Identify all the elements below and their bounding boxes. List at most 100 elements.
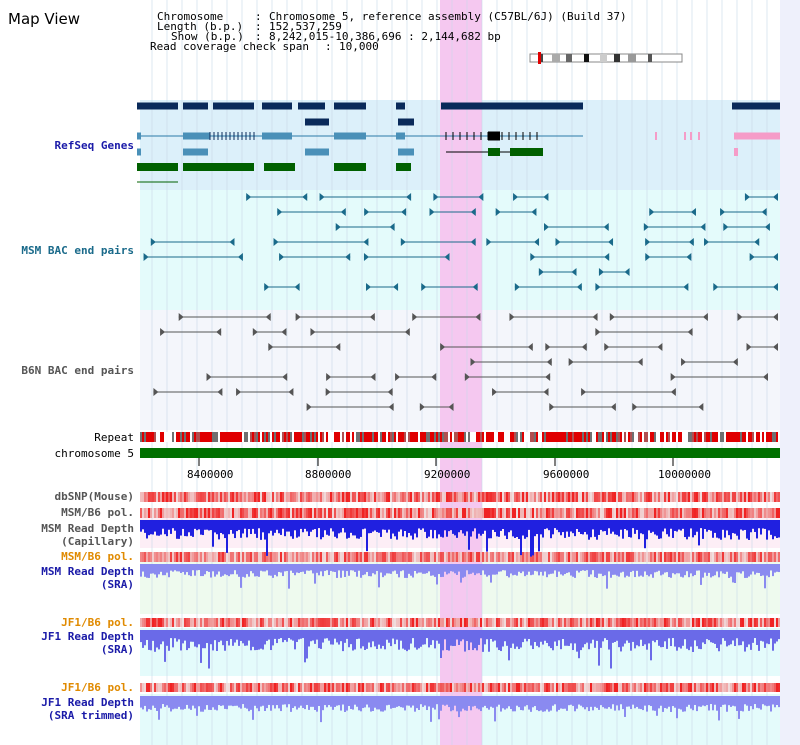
heat-cell xyxy=(270,492,272,502)
depth-bar xyxy=(296,564,298,573)
heat-cell xyxy=(276,618,278,627)
track-label-jf1-b6-pol-1[interactable]: JF1/B6 pol. xyxy=(61,616,134,629)
depth-bar xyxy=(676,696,678,719)
depth-bar xyxy=(738,696,740,719)
depth-bar xyxy=(244,696,246,708)
heat-cell xyxy=(514,618,516,627)
depth-bar xyxy=(248,630,250,641)
depth-bar xyxy=(530,696,532,712)
repeat-segment xyxy=(752,432,754,442)
heat-cell xyxy=(462,618,464,627)
heat-cell xyxy=(618,492,620,502)
depth-bar xyxy=(292,696,294,709)
depth-bar xyxy=(278,564,280,572)
depth-bar xyxy=(648,696,650,706)
track-label-msm-b6-pol-1[interactable]: MSM/B6 pol. xyxy=(61,506,134,519)
heat-cell xyxy=(256,552,258,562)
heat-cell xyxy=(238,492,240,502)
heat-cell xyxy=(146,492,148,502)
depth-bar xyxy=(344,696,346,712)
track-label-refseq[interactable]: RefSeq Genes xyxy=(54,139,134,152)
heat-cell xyxy=(568,683,570,692)
depth-bar xyxy=(208,520,210,531)
track-label-chromosome[interactable]: chromosome 5 xyxy=(54,447,134,460)
depth-bar xyxy=(518,564,520,572)
repeat-segment xyxy=(602,432,604,442)
heat-cell xyxy=(336,683,338,692)
heat-cell xyxy=(436,552,438,562)
depth-bar xyxy=(164,520,166,535)
heat-cell xyxy=(184,508,186,518)
repeat-segment xyxy=(270,432,272,442)
depth-bar xyxy=(416,696,418,709)
ideogram-band xyxy=(540,54,543,62)
heat-cell xyxy=(458,508,460,518)
depth-bar xyxy=(300,696,302,706)
depth-bar xyxy=(310,520,312,532)
depth-bar xyxy=(576,696,578,709)
heat-cell xyxy=(768,618,770,627)
depth-bar xyxy=(656,520,658,536)
depth-bar xyxy=(236,520,238,532)
track-label-msm-b6-pol-2[interactable]: MSM/B6 pol. xyxy=(61,550,134,563)
heat-cell xyxy=(532,492,534,502)
heat-cell xyxy=(298,508,300,518)
depth-bar xyxy=(346,520,348,539)
depth-bar xyxy=(692,564,694,577)
depth-bar xyxy=(588,564,590,577)
track-label-msm-depth-capillary[interactable]: MSM Read Depth (Capillary) xyxy=(41,522,134,548)
repeat-segment xyxy=(536,432,538,442)
track-label-repeat[interactable]: Repeat xyxy=(94,431,134,444)
heat-cell xyxy=(776,552,778,562)
heat-cell xyxy=(500,508,502,518)
depth-bar xyxy=(290,564,292,571)
depth-bar xyxy=(424,564,426,574)
repeat-segment xyxy=(226,432,228,442)
heat-cell xyxy=(598,552,600,562)
heat-cell xyxy=(224,508,226,518)
depth-bar xyxy=(726,696,728,712)
heat-cell xyxy=(254,492,256,502)
track-label-b6n-bac[interactable]: B6N BAC end pairs xyxy=(21,364,134,377)
repeat-segment xyxy=(600,432,602,442)
heat-cell xyxy=(652,552,654,562)
heat-cell xyxy=(204,618,206,627)
depth-bar xyxy=(390,696,392,709)
depth-bar xyxy=(436,696,438,705)
repeat-segment xyxy=(534,432,536,442)
depth-bar xyxy=(362,520,364,530)
heat-cell xyxy=(382,683,384,692)
heat-cell xyxy=(352,683,354,692)
track-label-msm-bac[interactable]: MSM BAC end pairs xyxy=(21,244,134,257)
depth-bar xyxy=(448,696,450,708)
heat-cell xyxy=(384,508,386,518)
heat-cell xyxy=(630,492,632,502)
depth-bar xyxy=(756,564,758,573)
repeat-segment xyxy=(710,432,712,442)
depth-bar xyxy=(272,564,274,578)
depth-bar xyxy=(722,520,724,530)
depth-bar xyxy=(406,520,408,538)
heat-cell xyxy=(422,552,424,562)
heat-cell xyxy=(304,683,306,692)
repeat-segment xyxy=(282,432,284,442)
track-label-dbsnp[interactable]: dbSNP(Mouse) xyxy=(54,490,134,503)
track-label-msm-depth-sra[interactable]: MSM Read Depth (SRA) xyxy=(41,565,134,591)
repeat-segment xyxy=(168,432,170,442)
heat-cell xyxy=(702,492,704,502)
track-label-jf1-b6-pol-2[interactable]: JF1/B6 pol. xyxy=(61,681,134,694)
depth-bar xyxy=(744,520,746,530)
heat-cell xyxy=(626,618,628,627)
depth-bar xyxy=(772,564,774,577)
repeat-segment xyxy=(152,432,154,442)
track-label-jf1-depth-trimmed[interactable]: JF1 Read Depth (SRA trimmed) xyxy=(41,696,134,722)
depth-bar xyxy=(466,696,468,711)
repeat-segment xyxy=(720,432,722,442)
depth-bar xyxy=(548,564,550,575)
depth-bar xyxy=(168,564,170,578)
track-label-jf1-depth-sra[interactable]: JF1 Read Depth (SRA) xyxy=(41,630,134,656)
depth-bar xyxy=(394,520,396,537)
depth-bar xyxy=(334,520,336,537)
b6n-pair-end xyxy=(610,403,616,411)
depth-bar xyxy=(778,520,780,538)
